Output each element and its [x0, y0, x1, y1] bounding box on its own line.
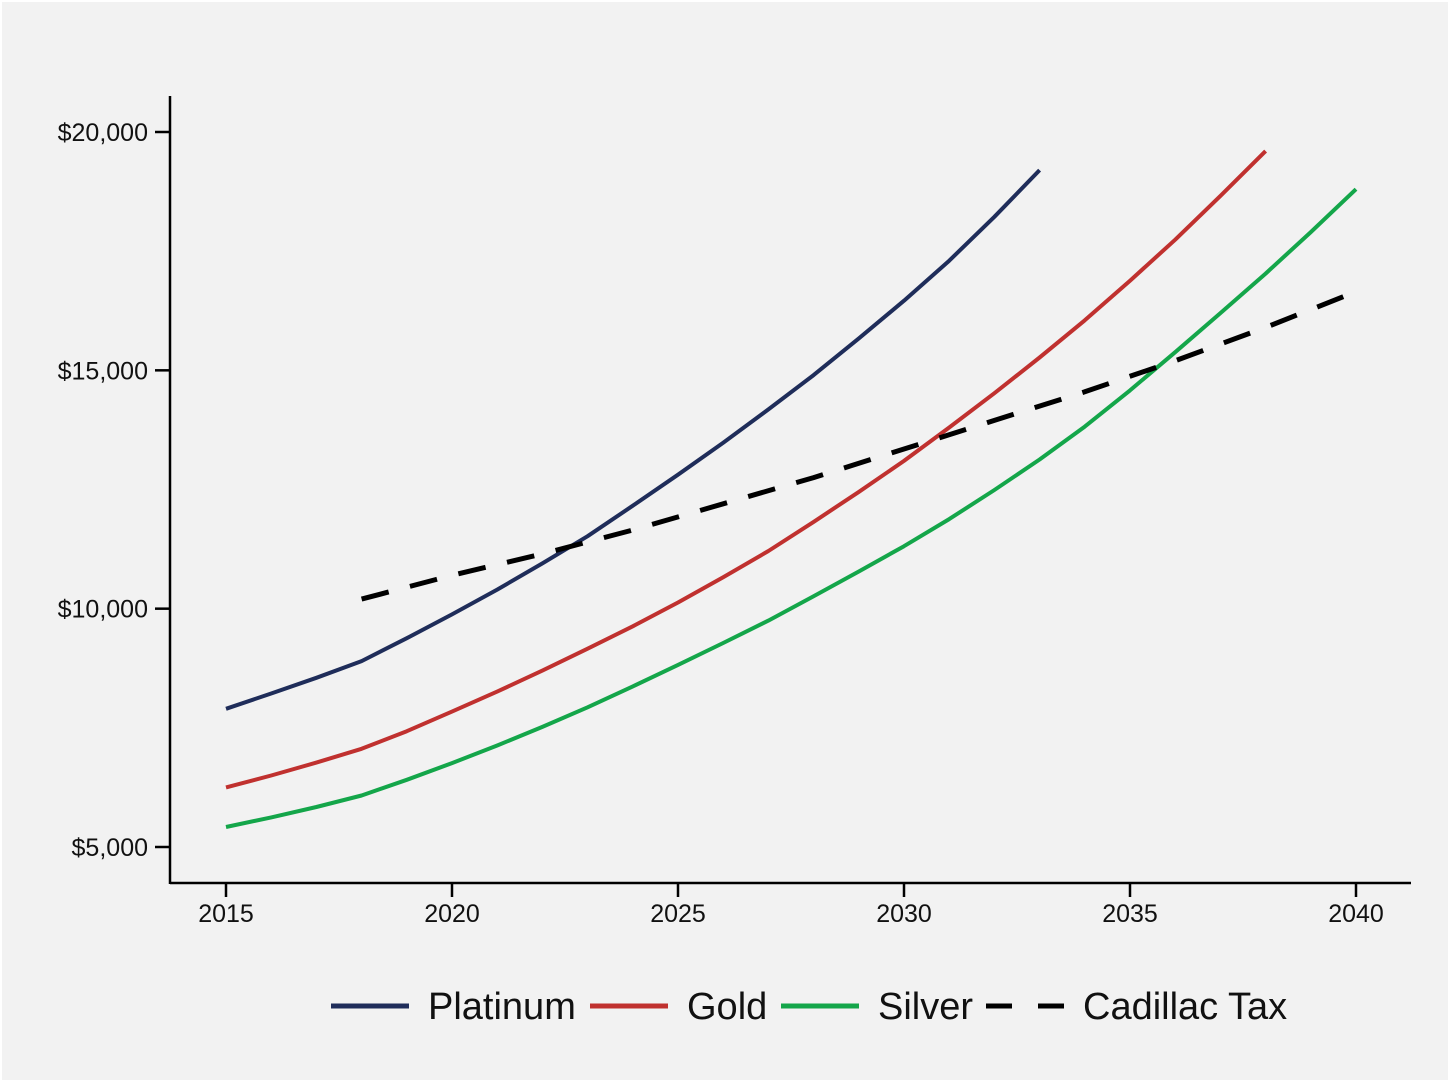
y-tick-label: $20,000	[58, 119, 148, 147]
y-tick-label: $10,000	[58, 596, 148, 624]
y-tick-label: $15,000	[58, 357, 148, 385]
axes	[168, 96, 1411, 885]
x-tick-label: 2020	[424, 900, 480, 928]
legend-label: Gold	[687, 986, 767, 1028]
legend-label: Platinum	[428, 986, 576, 1028]
x-tick-label: 2035	[1102, 900, 1158, 928]
series-line-platinum	[225, 168, 1042, 711]
series-lines	[225, 149, 1358, 829]
x-tick-label: 2015	[198, 900, 254, 928]
x-axis-ticks: 2015 2020 2025 2030 2035 2040	[198, 883, 1384, 928]
x-tick-label: 2040	[1328, 900, 1384, 928]
series-line-gold	[225, 149, 1268, 790]
legend-label: Silver	[878, 986, 973, 1028]
x-tick-label: 2030	[876, 900, 932, 928]
series-line-cadillac-tax	[360, 289, 1357, 602]
legend: Platinum Gold Silver Cadillac Tax	[331, 986, 1287, 1028]
series-line-silver	[225, 187, 1358, 829]
x-tick-label: 2025	[650, 900, 706, 928]
legend-label: Cadillac Tax	[1083, 986, 1287, 1028]
y-tick-label: $5,000	[72, 834, 148, 862]
y-axis-ticks: $5,000 $10,000 $15,000 $20,000	[58, 119, 170, 862]
